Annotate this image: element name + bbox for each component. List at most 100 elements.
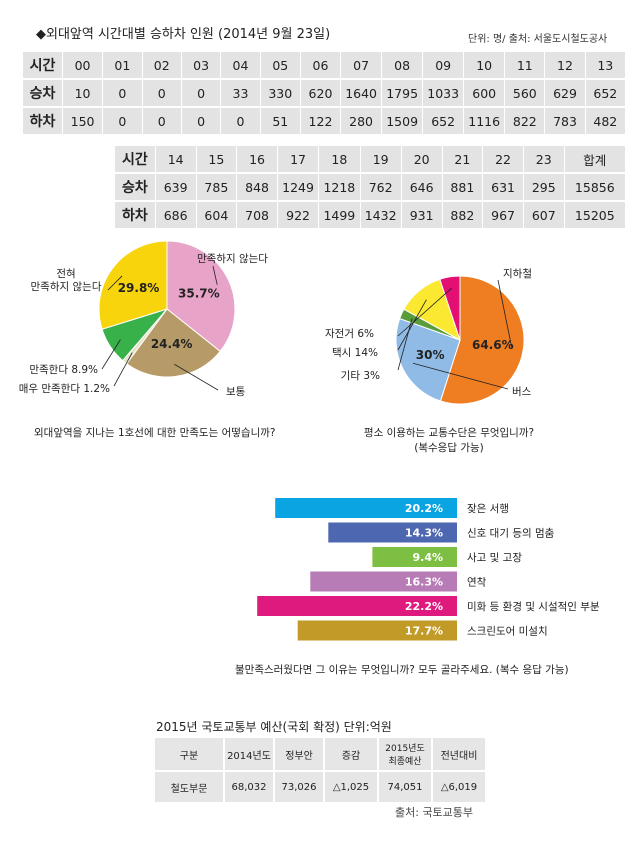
budget-cell: △1,025 bbox=[325, 772, 379, 804]
hour-cell: 21 bbox=[442, 146, 484, 174]
budget-header-text: 전년대비 bbox=[440, 750, 478, 762]
pie-leader-line bbox=[174, 363, 219, 391]
pie-leader-line bbox=[107, 275, 123, 291]
alight-cell: 967 bbox=[483, 202, 524, 230]
alight-cell: 931 bbox=[401, 202, 443, 230]
board-cell: 1033 bbox=[423, 80, 465, 108]
row-header: 승차 bbox=[115, 174, 156, 202]
bar bbox=[372, 547, 457, 567]
bar-value-label: 22.2% bbox=[405, 600, 443, 613]
bar-category-label: 신호 대기 등의 멈춤 bbox=[467, 528, 555, 540]
budget-cell: 철도부문 bbox=[155, 772, 225, 804]
board-cell: 295 bbox=[523, 174, 565, 202]
budget-header-text: 정부안 bbox=[285, 750, 313, 762]
budget-header-row: 구분 2014년도 정부안 증감 2015년도 최종예산 전년대비 bbox=[155, 738, 487, 772]
budget-header-text: 구분 bbox=[179, 750, 199, 762]
bar-category-label: 사고 및 고장 bbox=[467, 552, 522, 564]
hour-cell: 07 bbox=[341, 52, 383, 80]
row-header: 시간 bbox=[23, 52, 63, 80]
hour-cell: 01 bbox=[103, 52, 143, 80]
budget-cell: 68,032 bbox=[225, 772, 275, 804]
pie-category-label: 버스 bbox=[512, 386, 532, 398]
pie-leader-line bbox=[101, 339, 121, 370]
hourly-table-bottom: 시간 14 15 16 17 18 19 20 21 22 23 합계 승차 639 785 848 1249 1… bbox=[115, 146, 626, 230]
hour-cell: 19 bbox=[360, 146, 402, 174]
budget-header-text: 증감 bbox=[341, 750, 361, 762]
bar bbox=[257, 596, 457, 616]
pie-category-label: 택시 14% bbox=[332, 347, 378, 359]
board-cell: 785 bbox=[196, 174, 238, 202]
budget-header-cell: 증감 bbox=[325, 738, 379, 772]
budget-header-text: 2014년도 bbox=[227, 750, 271, 762]
alight-cell: 922 bbox=[277, 202, 320, 230]
board-cell: 560 bbox=[505, 80, 546, 108]
board-cell: 1795 bbox=[382, 80, 424, 108]
board-cell: 631 bbox=[483, 174, 524, 202]
table-row: 승차 639 785 848 1249 1218 762 646 881 631 295 15856 bbox=[115, 174, 626, 202]
hour-cell: 14 bbox=[155, 146, 197, 174]
pie-category-label: 기타 3% bbox=[341, 370, 380, 382]
pie-leader-line bbox=[397, 318, 413, 371]
pie-slice bbox=[439, 275, 461, 341]
hour-cell: 10 bbox=[464, 52, 506, 80]
alight-cell: 1432 bbox=[360, 202, 402, 230]
hour-cell: 23 bbox=[523, 146, 565, 174]
pie-leader-line bbox=[497, 279, 513, 349]
pie-category-label: 지하철 bbox=[503, 267, 532, 280]
hour-cell: 04 bbox=[221, 52, 261, 80]
table-row: 시간 14 15 16 17 18 19 20 21 22 23 합계 bbox=[115, 146, 626, 174]
pie-slice bbox=[439, 275, 525, 405]
alight-cell: 1499 bbox=[319, 202, 361, 230]
board-cell: 33 bbox=[221, 80, 261, 108]
hour-cell: 06 bbox=[300, 52, 342, 80]
reasons-bars: 20.2% 잦은 서행 14.3% 신호 대기 등의 멈춤 9.4% 사고 및 고장 16.… bbox=[257, 498, 600, 641]
pie-leader-line bbox=[113, 352, 133, 387]
unit-source-note: 단위: 명/ 출처: 서울도시철도공사 bbox=[468, 34, 608, 45]
reasons-bar-chart: 20.2% 잦은 서행 14.3% 신호 대기 등의 멈춤 9.4% 사고 및 고장 16.… bbox=[257, 498, 600, 641]
bar-value-label: 20.2% bbox=[405, 502, 443, 515]
board-cell: 848 bbox=[237, 174, 278, 202]
budget-header-text: 최종예산 bbox=[388, 757, 422, 767]
budget-data-row: 철도부문 68,032 73,026 △1,025 74,051 △6,019 bbox=[155, 772, 487, 804]
bar-chart-caption: 불만족스러웠다면 그 이유는 무엇입니까? 모두 골라주세요. (복수 응답 가… bbox=[235, 664, 569, 676]
bar bbox=[297, 620, 457, 641]
row-header: 승차 bbox=[23, 80, 63, 108]
alight-cell: 0 bbox=[142, 108, 182, 136]
budget-cell: 74,051 bbox=[379, 772, 433, 804]
board-cell: 330 bbox=[260, 80, 301, 108]
pie-category-label: 보통 bbox=[226, 386, 246, 398]
budget-header-cell: 정부안 bbox=[275, 738, 325, 772]
pie-value-label: 24.4% bbox=[151, 337, 193, 351]
bar-category-label: 미화 등 환경 및 시설적인 부분 bbox=[467, 600, 600, 613]
board-cell: 0 bbox=[103, 80, 143, 108]
hour-cell: 03 bbox=[181, 52, 222, 80]
hour-cell: 11 bbox=[505, 52, 546, 80]
alight-cell: 1116 bbox=[464, 108, 506, 136]
pie-leader-line bbox=[212, 265, 218, 285]
hour-cell: 20 bbox=[401, 146, 443, 174]
budget-header-cell: 구분 bbox=[155, 738, 225, 772]
bar-value-label: 14.3% bbox=[405, 527, 443, 540]
board-cell: 1249 bbox=[277, 174, 320, 202]
board-cell: 600 bbox=[464, 80, 506, 108]
board-cell: 629 bbox=[545, 80, 586, 108]
bar-value-label: 16.3% bbox=[405, 576, 443, 589]
board-cell: 620 bbox=[300, 80, 342, 108]
budget-header-cell: 2015년도 최종예산 bbox=[379, 738, 433, 772]
hour-cell: 00 bbox=[62, 52, 104, 80]
board-cell: 0 bbox=[181, 80, 222, 108]
pie-slice bbox=[125, 308, 221, 378]
pie-category-label: 만족하지 않는다 bbox=[197, 252, 268, 265]
alight-cell: 482 bbox=[585, 108, 626, 136]
bar bbox=[328, 522, 457, 543]
alight-cell: 0 bbox=[103, 108, 143, 136]
alight-cell: 652 bbox=[423, 108, 465, 136]
hour-cell: 17 bbox=[277, 146, 320, 174]
board-cell: 639 bbox=[155, 174, 197, 202]
alight-cell: 122 bbox=[300, 108, 342, 136]
alight-cell: 0 bbox=[221, 108, 261, 136]
bar-category-label: 잦은 서행 bbox=[467, 503, 509, 515]
hour-cell: 16 bbox=[237, 146, 278, 174]
budget-header-cell: 2014년도 bbox=[225, 738, 275, 772]
pie-leader-line bbox=[412, 362, 509, 390]
